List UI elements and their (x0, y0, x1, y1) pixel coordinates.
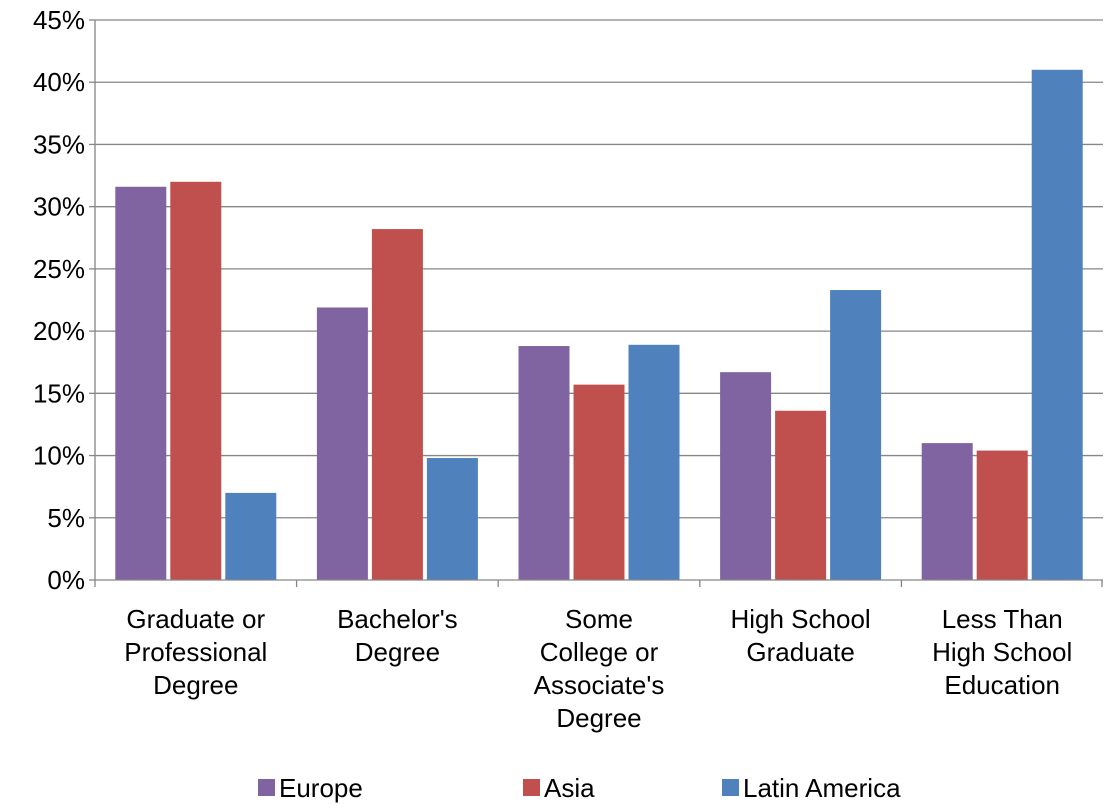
x-category-label-line: Some (565, 604, 633, 634)
x-category-label: High School Graduate (730, 604, 870, 667)
bar-asia (976, 450, 1028, 580)
bar-latin-america (628, 344, 680, 580)
legend: Europe Asia Latin America (258, 773, 901, 803)
legend-swatch (258, 779, 275, 796)
x-category-label-line: High School (932, 637, 1072, 667)
y-tick-label: 40% (33, 67, 85, 97)
x-category-label: Bachelor's Degree (337, 604, 458, 667)
bar-latin-america (225, 492, 277, 580)
x-category-label-line: Less Than (942, 604, 1063, 634)
bar-latin-america (426, 458, 478, 580)
legend-label: Latin America (743, 773, 901, 803)
y-tick-label: 5% (47, 503, 85, 533)
y-tick-label: 35% (33, 129, 85, 159)
x-category-label: Graduate or Professional Degree (124, 604, 267, 700)
x-category-label-line: Graduate or (126, 604, 265, 634)
bar-europe (115, 186, 167, 580)
x-category-label-line: Graduate (746, 637, 854, 667)
x-category-label-line: Degree (556, 703, 641, 733)
bar-latin-america (830, 290, 882, 580)
y-tick-label: 30% (33, 192, 85, 222)
bar-europe (720, 372, 772, 580)
legend-label: Asia (544, 773, 595, 803)
bar-asia (775, 410, 827, 580)
legend-swatch (523, 779, 540, 796)
x-category-label-line: Professional (124, 637, 267, 667)
x-category-label-line: Bachelor's (337, 604, 458, 634)
bar-europe (921, 443, 973, 580)
y-tick-label: 25% (33, 254, 85, 284)
x-category-label: Some College or Associate's Degree (534, 604, 665, 733)
bar-asia (371, 229, 423, 581)
y-tick-label: 20% (33, 316, 85, 346)
bar-europe (316, 307, 368, 580)
bar-asia (170, 181, 222, 580)
x-category-label-line: Degree (355, 637, 440, 667)
y-axis-tick-labels: 0% 5% 10% 15% 20% 25% 30% 35% 40% 45% (33, 5, 85, 595)
x-category-label: Less Than High School Education (932, 604, 1072, 700)
bar-asia (573, 384, 625, 580)
legend-label: Europe (279, 773, 363, 803)
y-tick-label: 10% (33, 441, 85, 471)
x-category-label-line: High School (730, 604, 870, 634)
x-category-label-line: Associate's (534, 670, 665, 700)
x-category-label-line: College or (540, 637, 659, 667)
legend-swatch (722, 779, 739, 796)
axes (94, 20, 1103, 587)
bar-europe (518, 346, 570, 580)
bar-latin-america (1031, 69, 1083, 581)
y-tick-label: 45% (33, 5, 85, 35)
y-tick-label: 0% (47, 565, 85, 595)
y-tick-label: 15% (33, 378, 85, 408)
bars (115, 69, 1083, 581)
x-category-label-line: Degree (153, 670, 238, 700)
x-category-label-line: Education (944, 670, 1060, 700)
